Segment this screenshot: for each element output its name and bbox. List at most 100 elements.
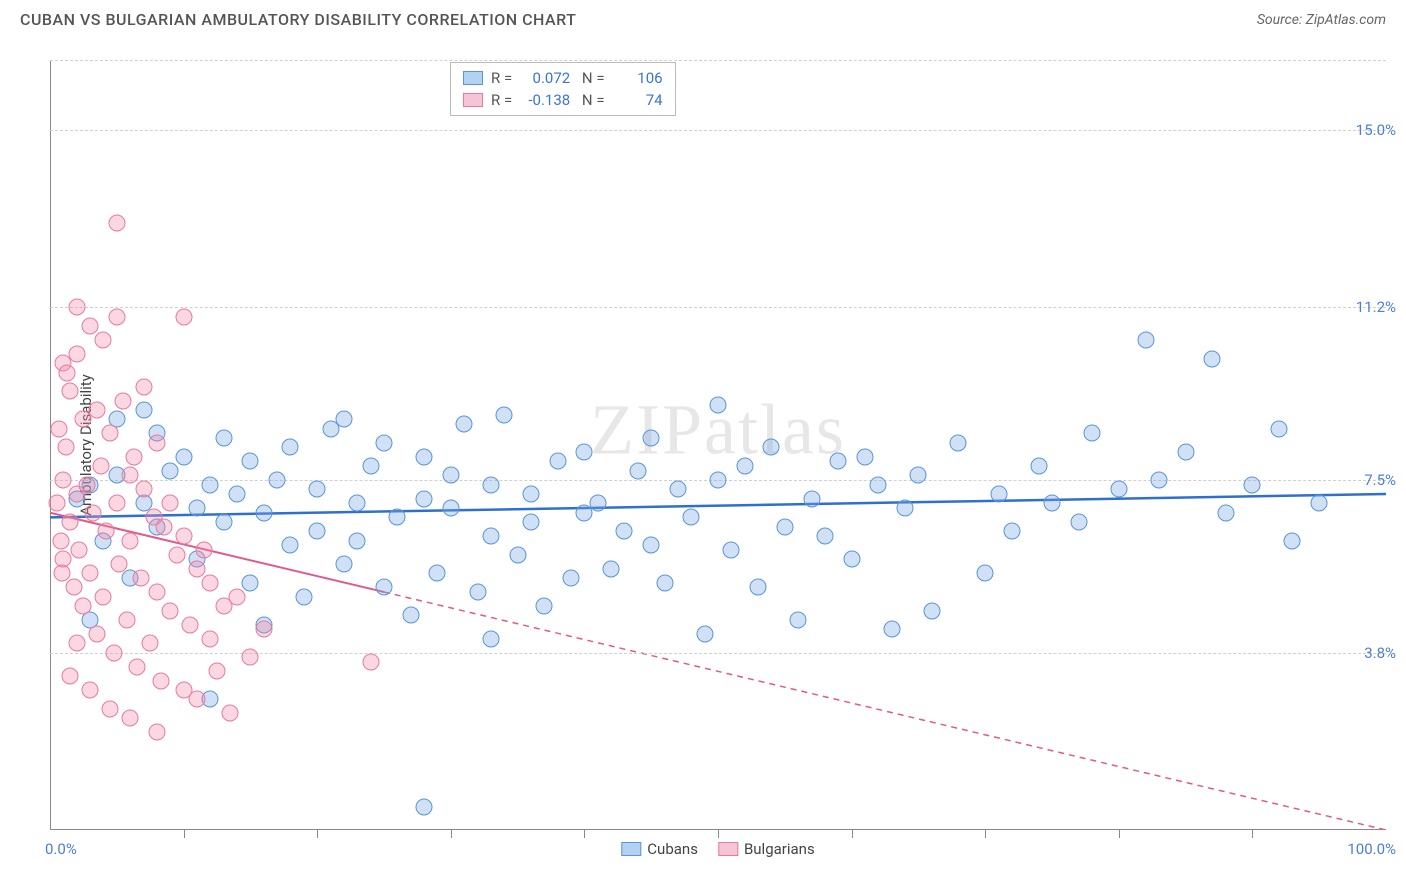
data-point [309, 523, 326, 540]
data-point [389, 509, 406, 526]
data-point [135, 378, 152, 395]
data-point [870, 476, 887, 493]
stat-n-label: N = [578, 69, 604, 87]
data-point [763, 439, 780, 456]
data-point [362, 654, 379, 671]
data-point [496, 406, 513, 423]
x-tick [584, 830, 585, 838]
data-point [59, 364, 76, 381]
data-point [175, 528, 192, 545]
data-point [522, 486, 539, 503]
data-point [148, 724, 165, 741]
data-point [282, 439, 299, 456]
data-point [188, 691, 205, 708]
data-point [62, 514, 79, 531]
data-point [442, 467, 459, 484]
data-point [95, 588, 112, 605]
data-point [282, 537, 299, 554]
data-point [122, 467, 139, 484]
data-point [229, 588, 246, 605]
data-point [1177, 444, 1194, 461]
data-point [162, 462, 179, 479]
chart-title: CUBAN VS BULGARIAN AMBULATORY DISABILITY… [20, 10, 576, 29]
data-point [108, 215, 125, 232]
data-point [62, 383, 79, 400]
data-point [790, 612, 807, 629]
data-point [175, 448, 192, 465]
data-point [1070, 514, 1087, 531]
data-point [148, 584, 165, 601]
data-point [977, 565, 994, 582]
scatter-chart: Ambulatory Disability 0.0% 100.0% ZIPatl… [50, 60, 1386, 830]
data-point [79, 476, 96, 493]
data-point [71, 542, 88, 559]
x-tick [451, 830, 452, 838]
data-point [482, 528, 499, 545]
data-point [82, 565, 99, 582]
correlation-legend: R = 0.072 N = 106 R = -0.138 N = 74 [450, 62, 676, 116]
data-point [88, 402, 105, 419]
data-point [416, 448, 433, 465]
data-point [710, 397, 727, 414]
data-point [242, 649, 259, 666]
data-point [55, 472, 72, 489]
data-point [349, 495, 366, 512]
data-point [416, 490, 433, 507]
x-axis-max-label: 100.0% [1347, 840, 1396, 858]
legend-stats-row: R = 0.072 N = 106 [463, 67, 663, 89]
data-point [54, 565, 71, 582]
data-point [1271, 420, 1288, 437]
data-point [1110, 481, 1127, 498]
data-point [309, 481, 326, 498]
data-point [152, 672, 169, 689]
data-point [442, 500, 459, 517]
data-point [376, 579, 393, 596]
data-point [255, 621, 272, 638]
data-point [68, 299, 85, 316]
source-name: ZipAtlas.com [1306, 12, 1386, 28]
data-point [215, 514, 232, 531]
x-tick [1252, 830, 1253, 838]
data-point [1030, 458, 1047, 475]
data-point [897, 500, 914, 517]
x-tick [718, 830, 719, 838]
data-point [736, 458, 753, 475]
data-point [416, 798, 433, 815]
legend-swatch [463, 93, 483, 107]
data-point [402, 607, 419, 624]
data-point [576, 444, 593, 461]
data-point [84, 504, 101, 521]
data-point [603, 560, 620, 577]
data-point [255, 504, 272, 521]
data-point [58, 439, 75, 456]
data-point [843, 551, 860, 568]
data-point [98, 523, 115, 540]
data-point [108, 308, 125, 325]
data-point [656, 574, 673, 591]
data-point [132, 570, 149, 587]
data-point [162, 602, 179, 619]
data-point [816, 528, 833, 545]
data-point [696, 626, 713, 643]
data-point [106, 644, 123, 661]
data-point [643, 430, 660, 447]
x-tick [317, 830, 318, 838]
data-point [549, 453, 566, 470]
data-point [242, 574, 259, 591]
data-point [175, 308, 192, 325]
stat-n-label: N = [578, 91, 604, 109]
data-point [1137, 332, 1154, 349]
data-point [1044, 495, 1061, 512]
data-point [115, 392, 132, 409]
source-attribution: Source: ZipAtlas.com [1257, 12, 1386, 28]
data-point [1284, 532, 1301, 549]
stat-r-value: -0.138 [520, 91, 570, 109]
data-point [119, 612, 136, 629]
data-point [135, 402, 152, 419]
data-point [51, 420, 68, 437]
legend-item: Bulgarians [718, 840, 815, 858]
data-point [1084, 425, 1101, 442]
data-point [82, 682, 99, 699]
data-point [616, 523, 633, 540]
data-point [482, 630, 499, 647]
